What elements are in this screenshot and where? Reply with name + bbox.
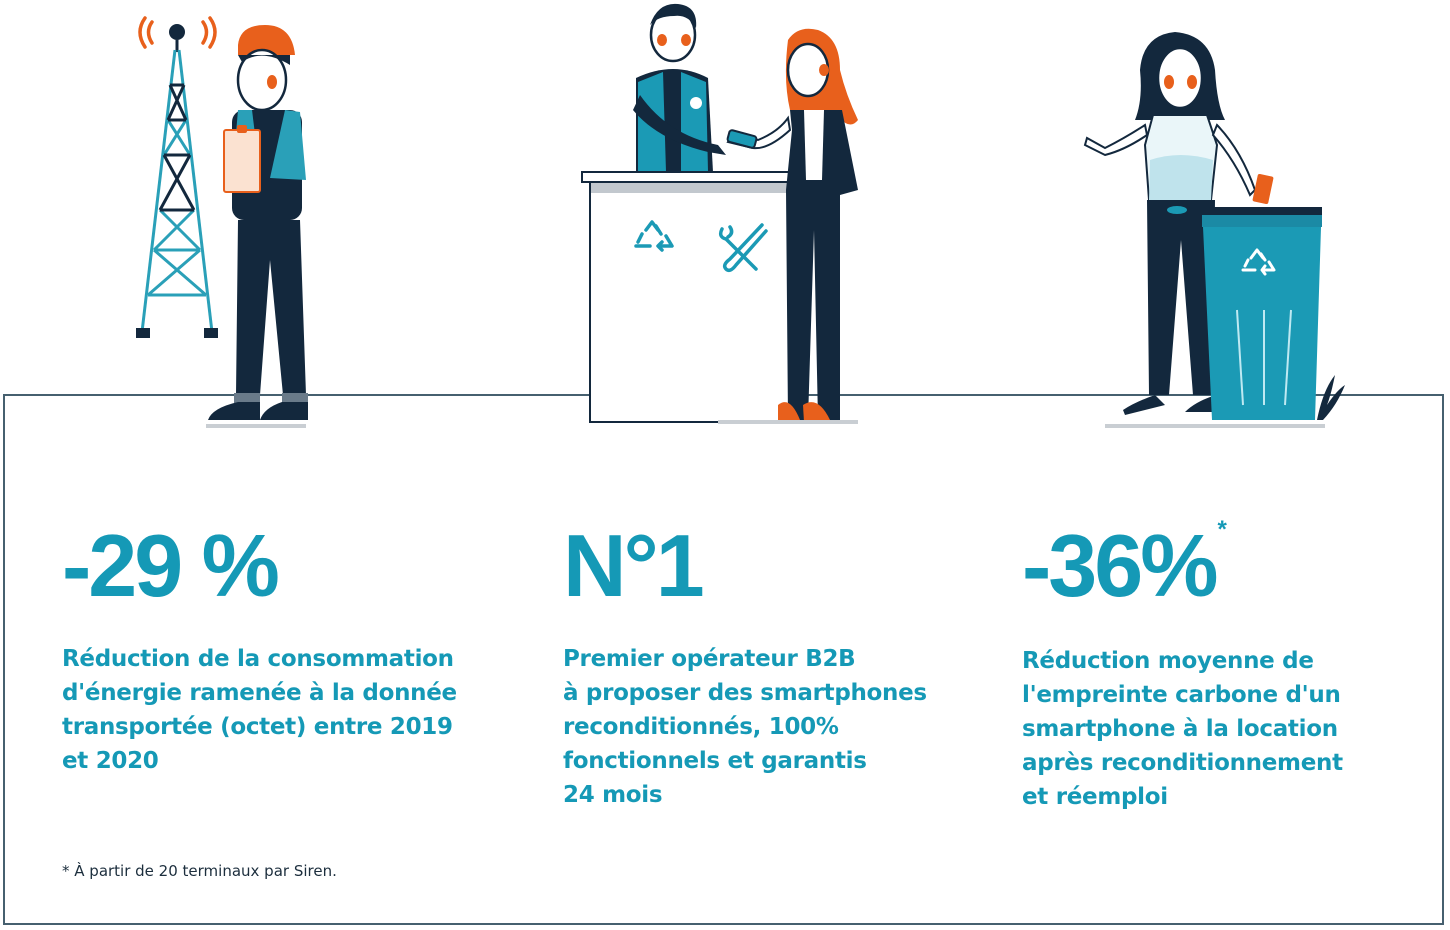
description-line: et réemploi (1022, 784, 1168, 810)
description-line: et 2020 (62, 748, 159, 774)
stat-description: Premier opérateur B2B à proposer des sma… (563, 642, 927, 812)
clerk-figure (633, 3, 726, 172)
footnote: * À partir de 20 terminaux par Siren. (62, 862, 337, 880)
description-line: reconditionnés, 100% (563, 714, 839, 740)
recycle-icon (1241, 248, 1276, 276)
description-line: transportée (octet) entre 2019 (62, 714, 453, 740)
stat-value: N°1 (563, 516, 705, 615)
description-line: fonctionnels et garantis (563, 748, 867, 774)
description-line: l'empreinte carbone d'un (1022, 682, 1341, 708)
stat-carbon-reduction: -36%* Réduction moyenne de l'empreinte c… (1022, 516, 1343, 814)
stat-value: -36%* (1022, 516, 1227, 615)
description-line: d'énergie ramenée à la donnée (62, 680, 457, 706)
stat-description: Réduction moyenne de l'empreinte carbone… (1022, 644, 1343, 814)
footnote-asterisk: * (1217, 516, 1227, 543)
smartphone-icon (1252, 174, 1274, 204)
stat-number-one-operator: N°1 Premier opérateur B2B à proposer des… (563, 522, 927, 812)
description-line: 24 mois (563, 782, 663, 808)
smartphone-icon (726, 129, 758, 149)
clipboard-icon (223, 129, 261, 193)
description-line: Premier opérateur B2B (563, 646, 856, 672)
counter-illustration (581, 3, 858, 424)
technician-figure (206, 25, 308, 428)
technician-illustration (136, 16, 308, 428)
description-line: Réduction moyenne de (1022, 648, 1314, 674)
counter (581, 171, 803, 423)
recycle-bin-icon (1202, 207, 1322, 420)
recycle-icon (634, 220, 674, 252)
stat-energy-reduction: -29 % Réduction de la consommation d'éne… (62, 522, 457, 778)
wrench-screwdriver-icon (718, 223, 768, 273)
description-line: smartphone à la location (1022, 716, 1338, 742)
recycling-illustration (1083, 32, 1345, 428)
antenna-tower-icon (136, 24, 218, 338)
description-line: Réduction de la consommation (62, 646, 454, 672)
plant-icon (1317, 375, 1345, 420)
stat-value: -29 % (62, 516, 280, 615)
stat-description: Réduction de la consommation d'énergie r… (62, 642, 457, 778)
customer-figure (718, 28, 858, 424)
thumbs-up-icon (1083, 123, 1149, 157)
description-line: à proposer des smartphones (563, 680, 927, 706)
woman-figure (1083, 32, 1274, 415)
hard-hat-icon (238, 25, 295, 55)
signal-waves-icon (138, 16, 217, 49)
description-line: après reconditionnement (1022, 750, 1343, 776)
